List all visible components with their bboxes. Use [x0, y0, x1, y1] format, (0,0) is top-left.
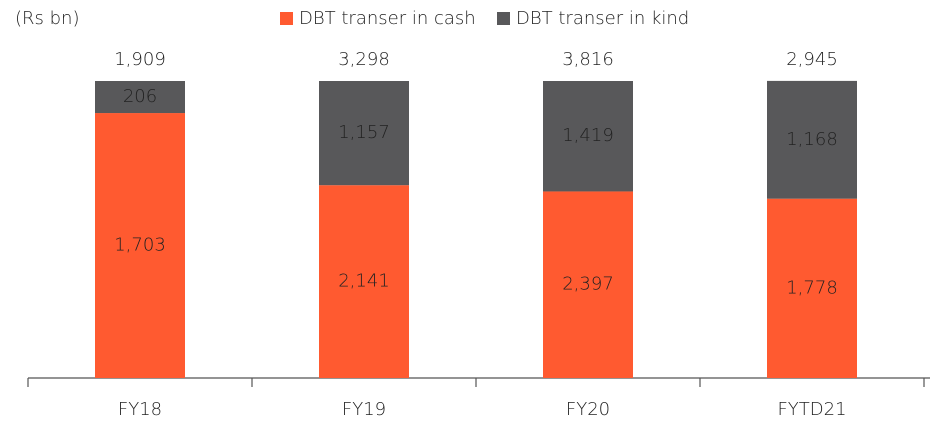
total-label: 1,909: [114, 49, 166, 70]
legend-label: DBT transer in cash: [299, 8, 476, 29]
data-label: 2,397: [562, 274, 614, 295]
legend-swatch: [280, 12, 293, 25]
bar-segment: [95, 81, 185, 114]
legend-label: DBT transer in kind: [516, 8, 689, 29]
data-label: 2,141: [338, 271, 390, 292]
bar-segment: [95, 113, 185, 378]
bar-segment: [767, 80, 857, 199]
data-label: 1,778: [786, 277, 838, 298]
total-label: 3,298: [338, 49, 390, 70]
data-label: 1,157: [338, 122, 390, 143]
data-label: 1,168: [786, 129, 838, 150]
bar-segment: [319, 81, 409, 186]
bar-segment: [543, 191, 633, 378]
x-tick-label: FYTD21: [777, 399, 846, 420]
unit-label: (Rs bn): [15, 8, 80, 29]
data-label: 1,703: [114, 235, 166, 256]
total-label: 3,816: [562, 49, 614, 70]
legend-swatch: [497, 12, 510, 25]
total-label: 2,945: [786, 49, 838, 70]
data-label: 206: [123, 86, 157, 107]
x-tick-label: FY19: [342, 399, 386, 420]
bar-segment: [767, 198, 857, 378]
x-tick-label: FY18: [118, 399, 162, 420]
bar-segment: [319, 185, 409, 378]
bar-segment: [543, 81, 633, 192]
x-tick-label: FY20: [566, 399, 610, 420]
data-label: 1,419: [562, 125, 614, 146]
